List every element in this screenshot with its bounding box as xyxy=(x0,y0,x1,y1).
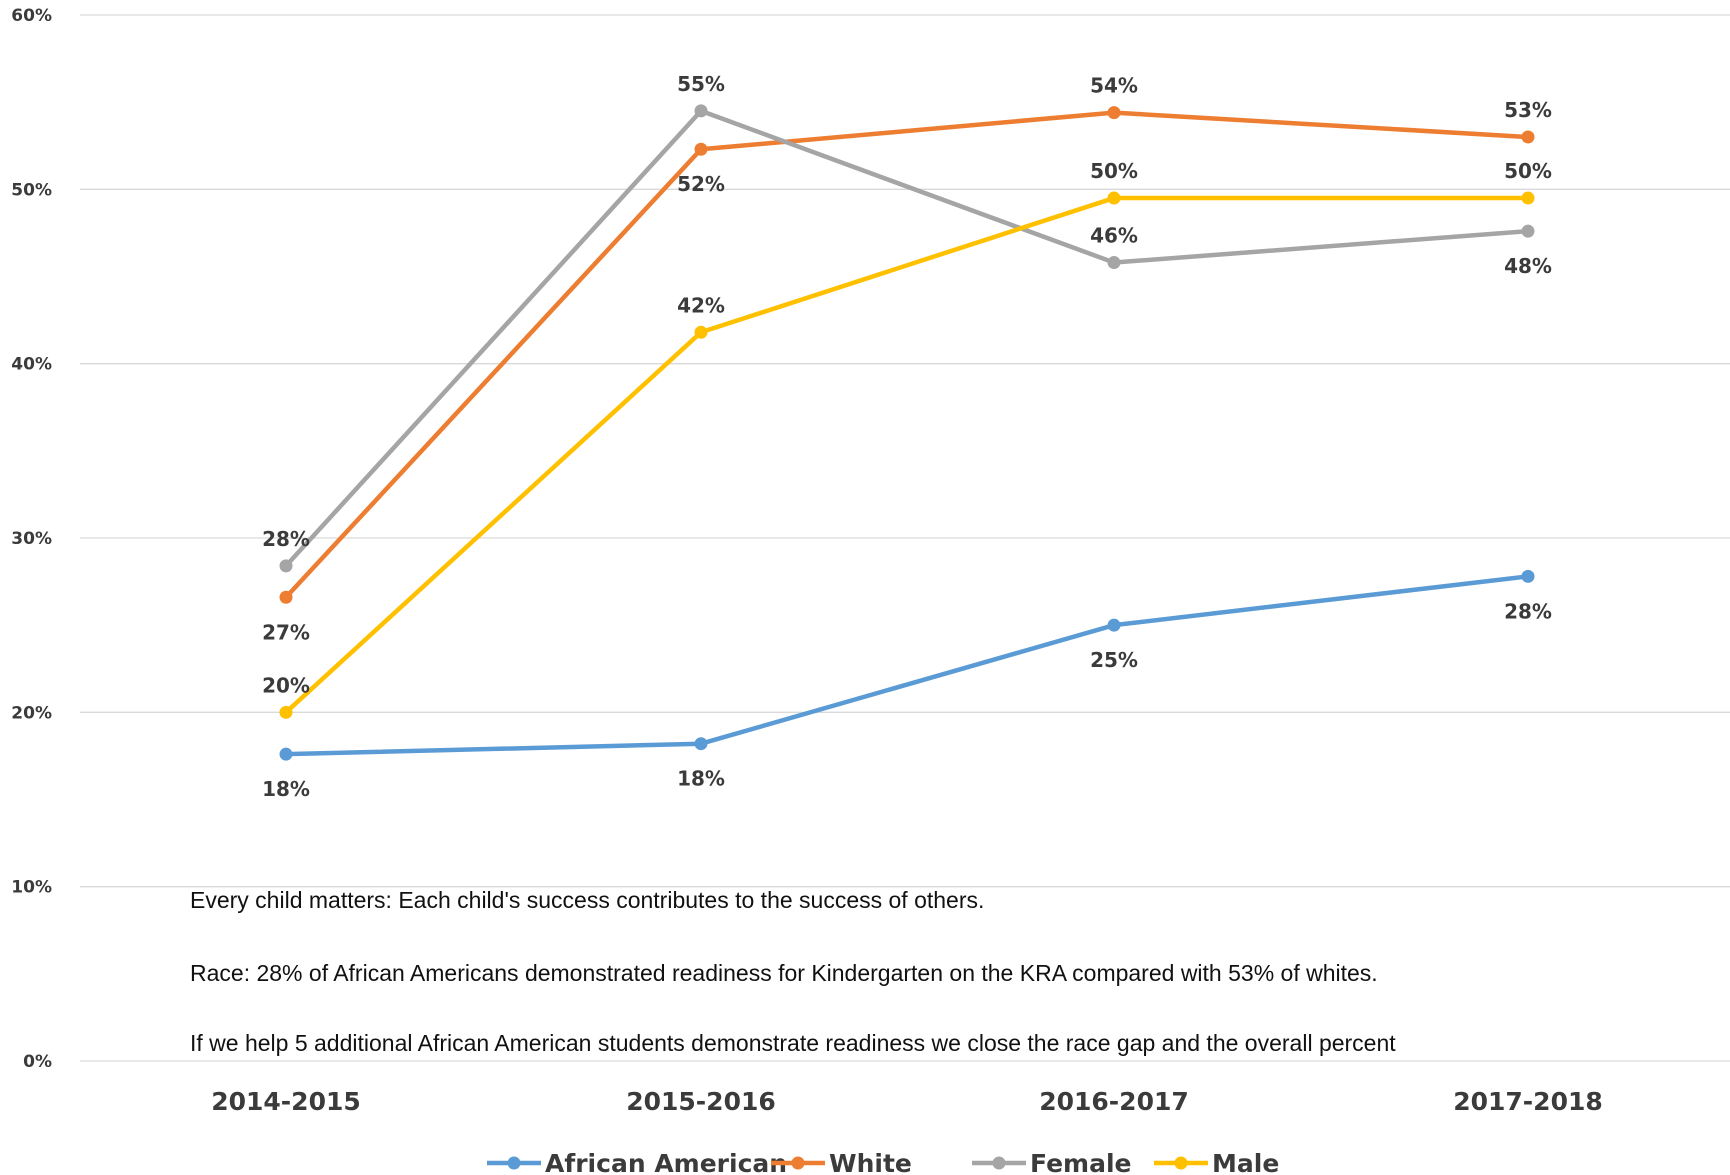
y-tick-label: 40% xyxy=(11,355,52,375)
data-label: 46% xyxy=(1090,224,1138,248)
data-label: 42% xyxy=(677,293,725,317)
data-point xyxy=(1107,256,1121,270)
x-tick-label: 2017-2018 xyxy=(1453,1087,1603,1116)
data-point xyxy=(1521,130,1535,144)
annotations: Every child matters: Each child's succes… xyxy=(190,887,1396,1056)
series-line xyxy=(283,110,1531,600)
data-point xyxy=(279,590,293,604)
data-point xyxy=(1107,618,1121,632)
annotation-1: Every child matters: Each child's succes… xyxy=(190,887,984,913)
data-label: 50% xyxy=(1090,159,1138,183)
legend: African American White Female Male xyxy=(487,1149,1279,1175)
series-line xyxy=(283,108,1531,569)
y-tick-label: 60% xyxy=(11,6,52,26)
data-label: 54% xyxy=(1090,74,1138,98)
series xyxy=(279,104,1535,761)
x-tick-label: 2014-2015 xyxy=(211,1087,361,1116)
data-point xyxy=(1107,106,1121,120)
series-line xyxy=(283,195,1531,715)
y-tick-label: 30% xyxy=(11,529,52,549)
data-label: 25% xyxy=(1090,648,1138,672)
data-point xyxy=(279,559,293,573)
data-label: 28% xyxy=(262,527,310,551)
legend-item: Female xyxy=(972,1149,1131,1175)
data-label: 18% xyxy=(677,767,725,791)
y-tick-label: 20% xyxy=(11,703,52,723)
data-label: 53% xyxy=(1504,98,1552,122)
y-tick-label: 50% xyxy=(11,180,52,200)
legend-label: Female xyxy=(1030,1149,1131,1175)
x-tick-label: 2015-2016 xyxy=(626,1087,776,1116)
legend-label: African American xyxy=(545,1149,787,1175)
data-point xyxy=(694,142,708,156)
annotation-3: If we help 5 additional African American… xyxy=(190,1030,1396,1056)
series-female xyxy=(279,104,1535,573)
data-label: 55% xyxy=(677,72,725,96)
data-label: 50% xyxy=(1504,159,1552,183)
y-tick-label: 10% xyxy=(11,878,52,898)
data-point xyxy=(279,747,293,761)
gridlines xyxy=(80,14,1730,1062)
data-point xyxy=(694,325,708,339)
legend-item: Male xyxy=(1154,1149,1279,1175)
legend-swatch-marker xyxy=(992,1156,1006,1170)
data-point xyxy=(694,737,708,751)
data-label: 52% xyxy=(677,172,725,196)
x-axis: 2014-2015 2015-2016 2016-2017 2017-2018 xyxy=(211,1087,1603,1116)
data-label: 18% xyxy=(262,777,310,801)
data-label: 48% xyxy=(1504,254,1552,278)
legend-label: White xyxy=(829,1149,912,1175)
x-tick-label: 2016-2017 xyxy=(1039,1087,1189,1116)
legend-label: Male xyxy=(1212,1149,1279,1175)
series-white xyxy=(279,106,1535,604)
data-point xyxy=(1521,569,1535,583)
y-axis: 0% 10% 20% 30% 40% 50% 60% xyxy=(11,6,52,1072)
data-point xyxy=(1521,224,1535,238)
data-point xyxy=(1107,191,1121,205)
legend-swatch-marker xyxy=(791,1156,805,1170)
legend-swatch-marker xyxy=(507,1156,521,1170)
annotation-2: Race: 28% of African Americans demonstra… xyxy=(190,960,1378,986)
legend-swatch-marker xyxy=(1174,1156,1188,1170)
legend-item: African American xyxy=(487,1149,787,1175)
data-point xyxy=(279,705,293,719)
data-label: 20% xyxy=(262,673,310,697)
data-point xyxy=(694,104,708,118)
data-label: 27% xyxy=(262,620,310,644)
series-african-american xyxy=(279,569,1535,761)
y-tick-label: 0% xyxy=(23,1052,52,1072)
data-label: 28% xyxy=(1504,599,1552,623)
data-point xyxy=(1521,191,1535,205)
data-labels: 18% 18% 25% 28% 27% 52% 54% 53% 28% 55% 46% 48% 20% 4… xyxy=(262,72,1552,801)
series-line xyxy=(283,574,1531,757)
series-male xyxy=(279,191,1535,719)
legend-item: White xyxy=(771,1149,912,1175)
